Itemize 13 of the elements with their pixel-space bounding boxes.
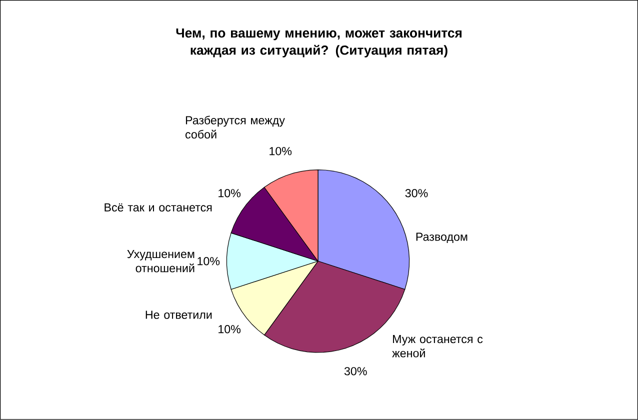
data-label: 30% (405, 189, 428, 198)
slice-label: Разводом (416, 232, 468, 244)
data-label: 30% (344, 367, 367, 376)
data-label: 10% (198, 257, 220, 266)
data-label: 10% (218, 325, 241, 334)
slice-label: Разберутся между собой (186, 116, 285, 139)
slice-label: Ухудшением отношений (127, 250, 194, 272)
slice-label: Всё так и останется (104, 204, 212, 212)
data-label: 10% (270, 147, 292, 156)
slice-label: Не ответили (146, 310, 212, 319)
slice-label: Муж останется с женой (392, 335, 483, 358)
data-label: 10% (218, 189, 241, 198)
chart-title: Чем, по вашему мнению, может закончится каждая из ситуаций? (Ситуация пятая) (176, 28, 462, 58)
